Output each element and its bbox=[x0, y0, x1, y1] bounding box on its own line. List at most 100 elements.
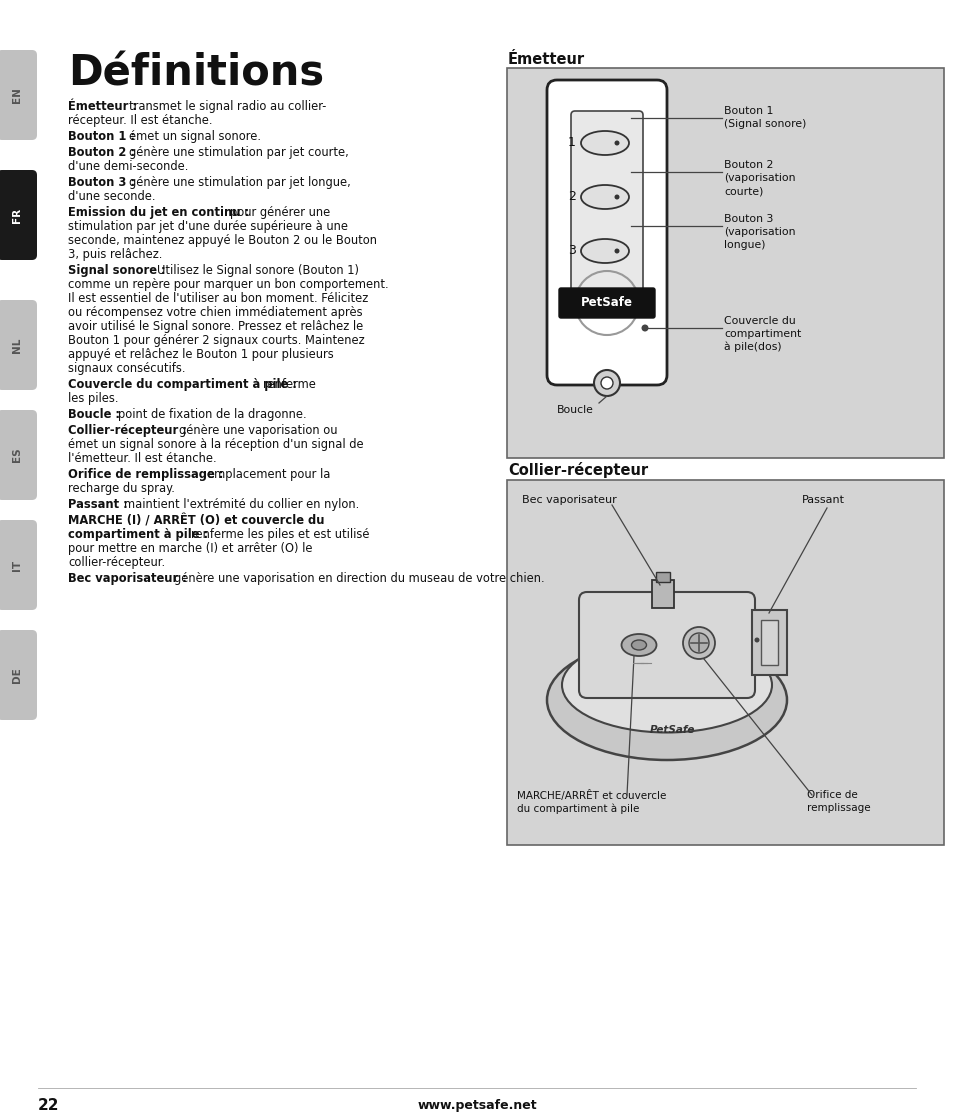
Ellipse shape bbox=[631, 640, 646, 650]
Text: d'une seconde.: d'une seconde. bbox=[68, 190, 155, 203]
Text: remplissage: remplissage bbox=[806, 803, 870, 813]
Text: Couvercle du compartiment à pile :: Couvercle du compartiment à pile : bbox=[68, 379, 300, 391]
Text: Il est essentiel de l'utiliser au bon moment. Félicitez: Il est essentiel de l'utiliser au bon mo… bbox=[68, 292, 368, 305]
Text: MARCHE (I) / ARRÊT (O) et couvercle du: MARCHE (I) / ARRÊT (O) et couvercle du bbox=[68, 514, 324, 528]
Text: maintient l'extrémité du collier en nylon.: maintient l'extrémité du collier en nylo… bbox=[124, 498, 358, 511]
Text: ou récompensez votre chien immédiatement après: ou récompensez votre chien immédiatement… bbox=[68, 306, 362, 319]
Circle shape bbox=[688, 633, 708, 653]
Text: courte): courte) bbox=[723, 186, 762, 196]
Text: Bouton 1 pour générer 2 signaux courts. Maintenez: Bouton 1 pour générer 2 signaux courts. … bbox=[68, 334, 364, 347]
Text: PetSafe: PetSafe bbox=[580, 297, 633, 309]
Text: (vaporisation: (vaporisation bbox=[723, 227, 795, 237]
Circle shape bbox=[594, 370, 619, 396]
Text: 22: 22 bbox=[38, 1098, 59, 1112]
Text: Passant :: Passant : bbox=[68, 498, 132, 511]
FancyBboxPatch shape bbox=[0, 170, 37, 260]
FancyBboxPatch shape bbox=[0, 300, 37, 390]
Text: appuyé et relâchez le Bouton 1 pour plusieurs: appuyé et relâchez le Bouton 1 pour plus… bbox=[68, 348, 334, 361]
Text: NL: NL bbox=[12, 337, 22, 353]
Ellipse shape bbox=[561, 637, 771, 732]
Text: Bouton 1: Bouton 1 bbox=[723, 106, 773, 116]
Text: émet un signal sonore.: émet un signal sonore. bbox=[130, 130, 261, 143]
Text: Bouton 2 :: Bouton 2 : bbox=[68, 146, 139, 159]
Text: Collier-récepteur :: Collier-récepteur : bbox=[68, 424, 191, 437]
Text: EN: EN bbox=[12, 87, 22, 103]
Text: stimulation par jet d'une durée supérieure à une: stimulation par jet d'une durée supérieu… bbox=[68, 220, 348, 233]
FancyBboxPatch shape bbox=[546, 80, 666, 385]
Text: Bec vaporisateur :: Bec vaporisateur : bbox=[68, 572, 191, 585]
Text: Orifice de remplissage :: Orifice de remplissage : bbox=[68, 468, 227, 480]
Circle shape bbox=[682, 627, 714, 659]
Text: transmet le signal radio au collier-: transmet le signal radio au collier- bbox=[130, 100, 326, 113]
Text: Bec vaporisateur: Bec vaporisateur bbox=[521, 495, 616, 505]
Text: du compartiment à pile: du compartiment à pile bbox=[517, 803, 639, 813]
Text: pour générer une: pour générer une bbox=[230, 206, 330, 220]
Text: renferme les piles et est utilisé: renferme les piles et est utilisé bbox=[191, 528, 369, 541]
Text: Bouton 3 :: Bouton 3 : bbox=[68, 176, 139, 189]
Text: émet un signal sonore à la réception d'un signal de: émet un signal sonore à la réception d'u… bbox=[68, 438, 363, 451]
FancyBboxPatch shape bbox=[558, 288, 655, 318]
Bar bbox=[506, 480, 943, 844]
FancyBboxPatch shape bbox=[578, 592, 754, 698]
Circle shape bbox=[640, 325, 648, 332]
Text: DE: DE bbox=[12, 668, 22, 683]
Text: compartiment: compartiment bbox=[723, 329, 801, 339]
Text: (Signal sonore): (Signal sonore) bbox=[723, 119, 805, 129]
Text: Bouton 1 :: Bouton 1 : bbox=[68, 130, 139, 143]
Text: avoir utilisé le Signal sonore. Pressez et relâchez le: avoir utilisé le Signal sonore. Pressez … bbox=[68, 320, 363, 333]
Text: ES: ES bbox=[12, 448, 22, 463]
Text: génère une vaporisation ou: génère une vaporisation ou bbox=[179, 424, 337, 437]
FancyBboxPatch shape bbox=[0, 410, 37, 500]
Text: d'une demi-seconde.: d'une demi-seconde. bbox=[68, 160, 188, 172]
Text: Utilisez le Signal sonore (Bouton 1): Utilisez le Signal sonore (Bouton 1) bbox=[157, 264, 359, 277]
Ellipse shape bbox=[614, 140, 618, 146]
Text: emplacement pour la: emplacement pour la bbox=[207, 468, 331, 480]
Bar bbox=[760, 620, 778, 665]
Text: FR: FR bbox=[12, 207, 22, 223]
Text: 2: 2 bbox=[567, 190, 576, 204]
Text: génère une stimulation par jet courte,: génère une stimulation par jet courte, bbox=[130, 146, 349, 159]
Text: Bouton 3: Bouton 3 bbox=[723, 214, 773, 224]
Text: comme un repère pour marquer un bon comportement.: comme un repère pour marquer un bon comp… bbox=[68, 278, 388, 291]
Bar bbox=[506, 68, 943, 458]
Text: Couvercle du: Couvercle du bbox=[723, 316, 795, 326]
Text: compartiment à pile :: compartiment à pile : bbox=[68, 528, 212, 541]
Text: les piles.: les piles. bbox=[68, 392, 118, 405]
FancyBboxPatch shape bbox=[0, 50, 37, 140]
Text: longue): longue) bbox=[723, 240, 764, 250]
FancyBboxPatch shape bbox=[0, 629, 37, 720]
Text: seconde, maintenez appuyé le Bouton 2 ou le Bouton: seconde, maintenez appuyé le Bouton 2 ou… bbox=[68, 234, 376, 248]
Text: Boucle :: Boucle : bbox=[68, 408, 124, 421]
Text: signaux consécutifs.: signaux consécutifs. bbox=[68, 362, 185, 375]
Ellipse shape bbox=[614, 195, 618, 199]
Text: Passant: Passant bbox=[801, 495, 844, 505]
Text: IT: IT bbox=[12, 559, 22, 570]
Text: MARCHE/ARRÊT et couvercle: MARCHE/ARRÊT et couvercle bbox=[517, 790, 666, 801]
Ellipse shape bbox=[580, 131, 628, 155]
Text: l'émetteur. Il est étanche.: l'émetteur. Il est étanche. bbox=[68, 452, 216, 465]
Text: recharge du spray.: recharge du spray. bbox=[68, 482, 174, 495]
Text: pour mettre en marche (I) et arrêter (O) le: pour mettre en marche (I) et arrêter (O)… bbox=[68, 542, 313, 556]
FancyBboxPatch shape bbox=[571, 111, 642, 299]
Bar bbox=[651, 580, 673, 608]
Text: Bouton 2: Bouton 2 bbox=[723, 160, 773, 170]
Ellipse shape bbox=[580, 185, 628, 209]
Text: génère une stimulation par jet longue,: génère une stimulation par jet longue, bbox=[130, 176, 351, 189]
Text: renferme: renferme bbox=[263, 379, 315, 391]
Text: Émetteur :: Émetteur : bbox=[68, 100, 141, 113]
Text: www.petsafe.net: www.petsafe.net bbox=[416, 1099, 537, 1111]
Text: Boucle: Boucle bbox=[557, 405, 594, 416]
Text: PetSafe: PetSafe bbox=[649, 725, 694, 735]
Text: collier-récepteur.: collier-récepteur. bbox=[68, 556, 165, 569]
Text: Signal sonore :: Signal sonore : bbox=[68, 264, 170, 277]
Bar bbox=[751, 610, 786, 675]
Text: (vaporisation: (vaporisation bbox=[723, 172, 795, 183]
Text: Collier-récepteur: Collier-récepteur bbox=[507, 461, 647, 478]
Ellipse shape bbox=[546, 640, 786, 760]
Text: point de fixation de la dragonne.: point de fixation de la dragonne. bbox=[118, 408, 307, 421]
Ellipse shape bbox=[614, 249, 618, 253]
Text: 3, puis relâchez.: 3, puis relâchez. bbox=[68, 248, 162, 261]
FancyBboxPatch shape bbox=[0, 520, 37, 610]
Text: récepteur. Il est étanche.: récepteur. Il est étanche. bbox=[68, 114, 213, 127]
Circle shape bbox=[600, 377, 613, 389]
